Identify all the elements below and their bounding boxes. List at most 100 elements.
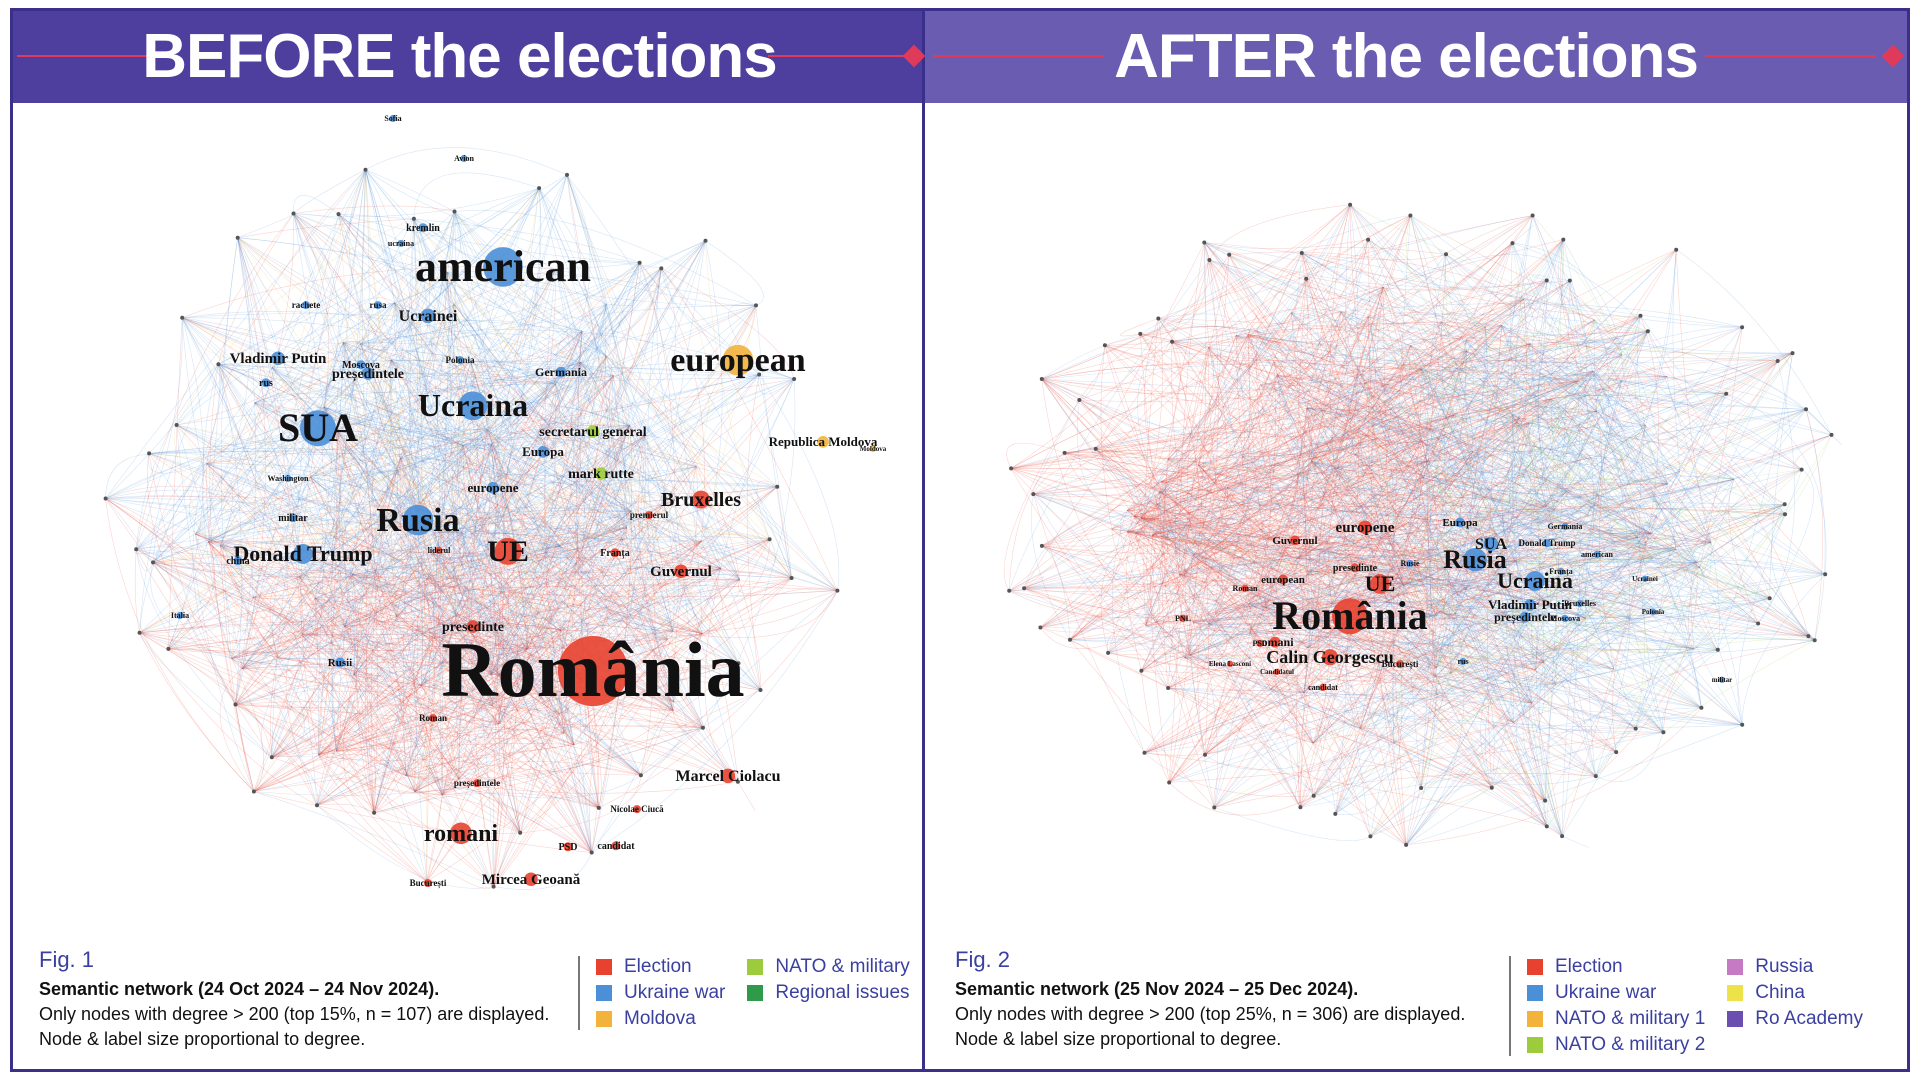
network-edge: [1420, 368, 1563, 837]
network-edge: [1155, 567, 1700, 623]
network-edge: [433, 444, 492, 554]
network-edge: [1265, 374, 1358, 608]
network-edge: [1249, 457, 1592, 634]
network-edge: [1543, 375, 1664, 733]
network-edge: [231, 169, 366, 659]
network-node: [428, 714, 438, 723]
network-edge: [1011, 468, 1503, 517]
network-node: [722, 344, 754, 376]
network-edge: [298, 548, 674, 711]
network-edge: [353, 211, 455, 675]
network-edge: [1192, 409, 1807, 556]
network-edge: [1354, 370, 1594, 455]
network-edge: [293, 213, 628, 528]
network-edge: [405, 425, 630, 776]
network-edge: [1298, 463, 1467, 496]
network-edge: [1033, 494, 1145, 753]
network-edge: [353, 444, 492, 675]
network-edge: [580, 362, 761, 691]
network-node: [373, 301, 383, 310]
network-edge: [1312, 567, 1502, 744]
network-edge: [1145, 625, 1596, 777]
network-edge: [208, 541, 434, 566]
network-edge: [1033, 493, 1770, 599]
network-edge: [168, 304, 607, 650]
network-edge: [1496, 475, 1734, 535]
legend-item: Election: [596, 956, 725, 978]
network-edge: [447, 271, 838, 591]
network-edge: [1317, 620, 1394, 744]
network-edge: [454, 211, 646, 436]
network-edge: [1163, 459, 1206, 755]
network-edge: [365, 360, 392, 813]
network-edge: [1356, 374, 1548, 827]
network-edge: [1204, 483, 1668, 756]
network-edge: [152, 169, 366, 563]
network-edge: [206, 463, 792, 579]
network-edge: [235, 704, 599, 809]
network-edge: [182, 317, 464, 446]
network-edge: [139, 268, 662, 634]
network-edge: [644, 435, 679, 632]
network-edge: [1041, 350, 1467, 547]
network-edge: [1204, 242, 1786, 515]
network-edge: [105, 453, 207, 499]
network-edge: [168, 302, 395, 650]
node-label: Franța: [1549, 567, 1573, 576]
network-edge: [333, 536, 435, 639]
network-edge: [1270, 243, 1513, 690]
network-edge: [413, 218, 419, 792]
network-edge: [365, 169, 704, 728]
network-edge: [1542, 315, 1641, 663]
network-edge: [254, 367, 760, 404]
network-edge: [1307, 380, 1622, 575]
network-edge: [1403, 585, 1422, 789]
network-edge: [493, 852, 592, 890]
network-edge: [414, 761, 641, 792]
network-edge: [218, 364, 242, 705]
network-node: [1278, 574, 1288, 585]
network-edge: [333, 214, 349, 537]
network-edge: [310, 476, 397, 617]
network-edge: [1155, 352, 1793, 623]
network-edge: [1523, 532, 1652, 624]
network-edge: [1273, 361, 1313, 462]
network-edge: [538, 187, 739, 664]
network-edge: [1095, 331, 1648, 450]
network-edge: [1628, 533, 1652, 620]
network-edge: [1204, 311, 1342, 755]
network-edge: [374, 792, 599, 814]
network-edge: [135, 364, 220, 550]
network-edge: [195, 240, 706, 535]
network-edge: [1270, 415, 1454, 690]
network-edge: [235, 680, 492, 706]
network-edge: [1301, 252, 1639, 538]
network-edge: [1297, 316, 1370, 559]
network-edge: [1167, 204, 1351, 460]
network-edge: [1693, 469, 1802, 649]
network-edge: [1247, 334, 1599, 496]
network-edge: [1305, 278, 1348, 814]
network-edge: [1247, 328, 1411, 346]
network-edge: [1161, 481, 1586, 619]
network-edge: [1535, 411, 1602, 670]
network-edge: [1009, 474, 1299, 592]
network-edge: [413, 218, 739, 782]
network-edge: [434, 637, 641, 776]
network-edge: [1441, 321, 1545, 377]
network-edge: [579, 362, 676, 501]
network-edge: [135, 213, 294, 550]
network-edge: [1381, 345, 1412, 392]
network-edge: [136, 343, 361, 550]
network-edge: [426, 633, 703, 882]
network-edge: [1311, 460, 1639, 538]
network-edge: [299, 576, 599, 809]
network-edge: [336, 425, 630, 752]
network-edge: [1111, 510, 1142, 530]
network-edge: [373, 330, 583, 813]
network-edge: [1366, 382, 1807, 410]
network-edge: [353, 539, 770, 676]
network-edge: [1171, 341, 1308, 649]
network-edge: [1502, 315, 1641, 516]
network-edge: [1354, 454, 1664, 733]
